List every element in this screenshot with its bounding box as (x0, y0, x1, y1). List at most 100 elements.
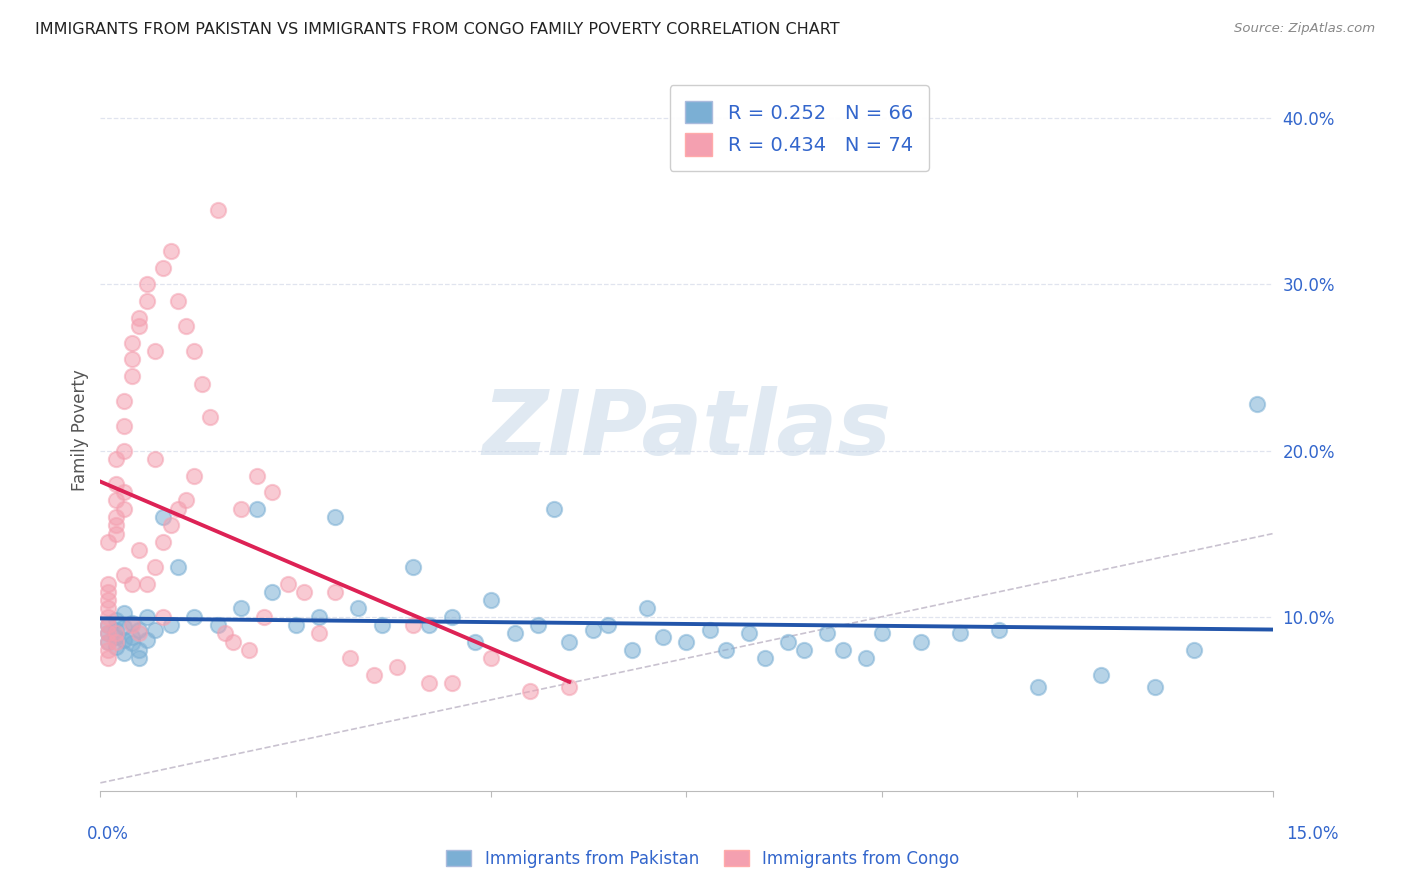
Point (128, 626, 150, 640)
Point (387, 659, 409, 673)
Point (440, 676, 463, 690)
Point (831, 643, 853, 657)
Point (112, 485, 135, 500)
Point (97, 593, 120, 607)
Point (121, 576, 143, 591)
Point (323, 510, 346, 524)
Point (652, 630, 675, 644)
Point (104, 634, 127, 648)
Point (121, 636, 143, 650)
Point (738, 626, 761, 640)
Point (97, 576, 120, 591)
Point (714, 643, 737, 657)
Point (159, 244, 181, 259)
Point (97, 609, 120, 624)
Point (183, 343, 205, 358)
Point (262, 485, 284, 500)
Point (418, 618, 440, 632)
Point (229, 601, 252, 615)
Point (97, 601, 120, 615)
Point (323, 584, 346, 599)
Point (1182, 643, 1205, 657)
Point (1246, 397, 1268, 411)
Y-axis label: Family Poverty: Family Poverty (72, 369, 89, 491)
Point (112, 632, 135, 647)
Point (246, 468, 269, 483)
Point (152, 535, 174, 549)
Point (262, 584, 284, 599)
Point (97, 618, 120, 632)
Point (191, 377, 214, 392)
Point (159, 518, 181, 533)
Point (198, 410, 221, 425)
Point (167, 501, 190, 516)
Point (308, 626, 330, 640)
Point (292, 584, 315, 599)
Point (112, 568, 135, 582)
Point (793, 643, 815, 657)
Point (183, 468, 205, 483)
Point (136, 632, 159, 647)
Point (277, 576, 299, 591)
Point (143, 451, 166, 466)
Point (104, 613, 127, 627)
Point (97, 626, 120, 640)
Point (97, 584, 120, 599)
Point (1026, 680, 1049, 694)
Point (246, 501, 269, 516)
Text: 15.0%: 15.0% (1286, 825, 1339, 843)
Point (112, 646, 135, 660)
Point (128, 318, 150, 333)
Point (104, 476, 127, 491)
Point (112, 501, 135, 516)
Point (347, 601, 370, 615)
Point (104, 518, 127, 533)
Point (949, 626, 972, 640)
Point (527, 618, 550, 632)
Point (238, 643, 260, 657)
Text: 0.0%: 0.0% (87, 825, 129, 843)
Point (152, 609, 174, 624)
Point (128, 543, 150, 558)
Text: ZIPatlas: ZIPatlas (482, 386, 891, 474)
Point (97, 634, 120, 648)
Point (97, 618, 120, 632)
Point (284, 618, 307, 632)
Point (121, 618, 143, 632)
Point (97, 626, 120, 640)
Point (370, 618, 392, 632)
Point (464, 634, 486, 648)
Point (143, 623, 166, 637)
Point (143, 560, 166, 574)
Point (1090, 668, 1112, 682)
Point (207, 202, 229, 217)
Point (112, 620, 135, 634)
Text: Source: ZipAtlas.com: Source: ZipAtlas.com (1234, 22, 1375, 36)
Point (104, 510, 127, 524)
Point (558, 680, 581, 694)
Point (988, 623, 1011, 637)
Point (479, 651, 502, 665)
Point (167, 294, 190, 309)
Point (97, 634, 120, 648)
Point (121, 335, 143, 350)
Point (176, 493, 198, 508)
Point (104, 493, 127, 508)
Point (104, 623, 127, 637)
Point (214, 626, 236, 640)
Point (128, 651, 150, 665)
Point (363, 668, 385, 682)
Point (222, 634, 245, 648)
Point (776, 634, 799, 648)
Point (636, 601, 658, 615)
Point (159, 618, 181, 632)
Point (479, 593, 502, 607)
Point (183, 609, 205, 624)
Point (308, 609, 330, 624)
Point (229, 501, 252, 516)
Point (402, 560, 425, 574)
Point (97, 535, 120, 549)
Point (104, 526, 127, 541)
Point (418, 676, 440, 690)
Point (97, 651, 120, 665)
